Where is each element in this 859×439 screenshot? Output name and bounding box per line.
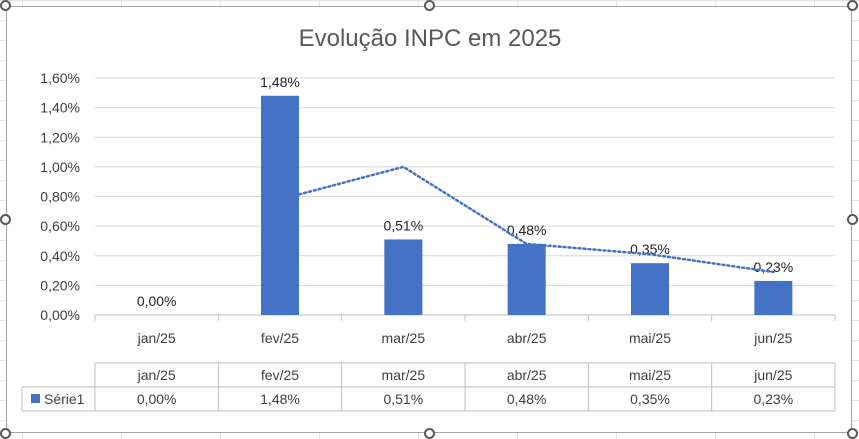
data-label: 1,48% — [260, 74, 300, 90]
data-labels: 0,00%1,48%0,51% 0,48%0,35%0,23% — [137, 74, 793, 309]
resize-handle-top-left[interactable] — [0, 0, 11, 11]
legend-series-name: Série1 — [44, 391, 85, 407]
resize-handle-bottom-center[interactable] — [424, 428, 435, 439]
x-tick-label: fev/25 — [261, 330, 299, 346]
y-tick-label: 0,60% — [40, 218, 80, 234]
trendline — [278, 165, 775, 274]
gridlines — [94, 77, 836, 321]
y-tick-label: 1,20% — [40, 129, 80, 145]
table-value-cell: 0,00% — [137, 391, 177, 407]
resize-handle-middle-right[interactable] — [847, 214, 858, 225]
trendline-path — [278, 165, 775, 274]
data-label: 0,00% — [137, 293, 177, 309]
y-tick-label: 0,80% — [40, 189, 80, 205]
y-tick-label: 0,40% — [40, 248, 80, 264]
resize-handle-top-center[interactable] — [424, 0, 435, 11]
x-tick-label: mar/25 — [382, 330, 426, 346]
table-value-cell: 0,35% — [630, 391, 670, 407]
chart-area[interactable] — [6, 6, 852, 433]
x-axis-tick-labels: jan/25 fev/25 mar/25 abr/25 mai/25 jun/25 — [137, 330, 793, 346]
y-axis-tick-labels: 0,00% 0,20% 0,40% 0,60% 0,80% 1,00% 1,20% 1,40%… — [40, 70, 80, 323]
y-tick-label: 0,20% — [40, 277, 80, 293]
table-header-cell: abr/25 — [507, 367, 547, 383]
bar — [754, 280, 793, 315]
legend-key — [31, 394, 40, 403]
x-tick-label: jun/25 — [753, 330, 792, 346]
bar — [261, 95, 299, 316]
table-header-cell: fev/25 — [261, 367, 299, 383]
y-tick-label: 0,00% — [40, 307, 80, 323]
bar — [507, 243, 546, 315]
y-tick-label: 1,00% — [40, 159, 80, 175]
table-value-cell: 1,48% — [260, 391, 300, 407]
resize-handle-middle-left[interactable] — [0, 214, 11, 225]
table-header-cell: mar/25 — [382, 367, 426, 383]
y-tick-label: 1,40% — [40, 100, 80, 116]
bar — [384, 239, 423, 315]
bar — [631, 263, 669, 315]
x-tick-label: mai/25 — [629, 330, 671, 346]
y-tick-label: 1,60% — [40, 70, 80, 86]
resize-handle-bottom-right[interactable] — [847, 428, 858, 439]
table-header-cell: jan/25 — [137, 367, 176, 383]
data-label: 0,51% — [383, 217, 423, 233]
bars — [261, 95, 793, 316]
table-header-cell: mai/25 — [629, 367, 671, 383]
table-value-cell: 0,23% — [753, 391, 793, 407]
x-tick-label: abr/25 — [507, 330, 547, 346]
table-value-cell: 0,51% — [383, 391, 423, 407]
x-tick-label: jan/25 — [137, 330, 176, 346]
data-label: 0,48% — [507, 222, 547, 238]
resize-handle-top-right[interactable] — [847, 0, 858, 11]
table-header-cell: jun/25 — [753, 367, 792, 383]
chart-title: Evolução INPC em 2025 — [299, 25, 562, 52]
table-value-cell: 0,48% — [507, 391, 547, 407]
data-table: jan/25 0,00% fev/25 1,48% mar/25 0,51% abr/25 0… — [21, 362, 836, 412]
resize-handle-bottom-left[interactable] — [0, 428, 11, 439]
